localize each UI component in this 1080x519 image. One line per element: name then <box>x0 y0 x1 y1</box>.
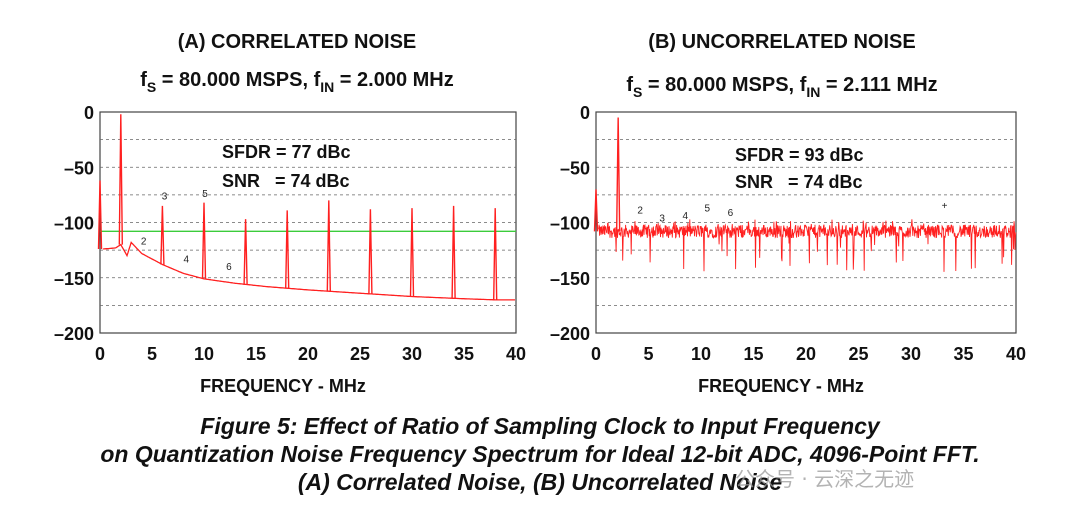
chart-panel-b: (B) UNCORRELATED NOISE fS = 80.000 MSPS, … <box>550 31 1026 396</box>
harmonic-label: + <box>942 201 948 212</box>
harmonic-label: 3 <box>162 191 168 202</box>
harmonic-spike <box>326 200 331 292</box>
y-tick-label: –150 <box>54 269 94 289</box>
y-tick-label: 0 <box>84 103 94 123</box>
harmonic-label: 3 <box>659 213 665 224</box>
x-tick-label: 25 <box>848 344 868 364</box>
caption-line-2: on Quantization Noise Frequency Spectrum… <box>100 441 980 467</box>
harmonic-spike <box>201 202 207 279</box>
x-axis-label: FREQUENCY - MHz <box>698 376 864 396</box>
y-tick-label: 0 <box>580 103 590 123</box>
harmonic-label: 2 <box>141 237 147 248</box>
x-tick-label: 5 <box>147 344 157 364</box>
y-tick-label: –100 <box>54 214 94 234</box>
x-tick-label: 40 <box>1006 344 1026 364</box>
harmonic-spike <box>368 209 373 294</box>
harmonic-label: 6 <box>728 208 734 219</box>
chart-title: (B) UNCORRELATED NOISE <box>648 31 915 53</box>
sfdr-annotation: SFDR = 77 dBc <box>222 142 351 162</box>
x-tick-label: 0 <box>95 344 105 364</box>
dc-spike <box>593 189 599 232</box>
fundamental-spike <box>118 114 123 245</box>
x-tick-label: 20 <box>796 344 816 364</box>
y-tick-label: –200 <box>550 324 590 344</box>
harmonic-spike <box>409 208 415 297</box>
harmonic-label: 4 <box>682 211 688 222</box>
y-tick-label: –50 <box>64 158 94 178</box>
harmonic-spike <box>160 205 165 265</box>
caption-line-3: (A) Correlated Noise, (B) Uncorrelated N… <box>297 469 783 495</box>
harmonic-label: 6 <box>226 262 232 273</box>
y-tick-label: –50 <box>560 158 590 178</box>
chart-title: (A) CORRELATED NOISE <box>178 31 417 53</box>
y-tick-label: –100 <box>550 214 590 234</box>
x-tick-label: 35 <box>953 344 973 364</box>
chart-panel-a: (A) CORRELATED NOISE fS = 80.000 MSPS, fI… <box>54 31 526 396</box>
harmonic-spike <box>285 210 290 289</box>
chart-subtitle: fS = 80.000 MSPS, fIN = 2.000 MHz <box>140 69 454 95</box>
harmonic-label: 2 <box>637 206 643 217</box>
watermark: 公众号 · 云深之无迹 <box>735 467 915 491</box>
x-tick-label: 30 <box>901 344 921 364</box>
snr-annotation: SNR = 74 dBc <box>735 172 863 192</box>
plot-area <box>99 111 517 334</box>
x-tick-label: 40 <box>506 344 526 364</box>
x-tick-label: 15 <box>743 344 763 364</box>
harmonic-label: 4 <box>184 254 190 265</box>
figure-canvas: (A) CORRELATED NOISE fS = 80.000 MSPS, fI… <box>54 31 1026 396</box>
x-axis-label: FREQUENCY - MHz <box>200 376 366 396</box>
noise-trace <box>598 219 1017 272</box>
harmonic-label: 5 <box>202 189 208 200</box>
harmonic-spike <box>451 205 456 299</box>
x-tick-label: 5 <box>643 344 653 364</box>
chart-subtitle: fS = 80.000 MSPS, fIN = 2.111 MHz <box>626 74 937 100</box>
x-tick-label: 15 <box>246 344 266 364</box>
harmonic-spike <box>97 180 103 250</box>
y-tick-label: –150 <box>550 269 590 289</box>
fundamental-spike <box>615 117 621 232</box>
x-tick-label: 30 <box>402 344 422 364</box>
x-tick-label: 10 <box>194 344 214 364</box>
x-tick-label: 35 <box>454 344 474 364</box>
sfdr-annotation: SFDR = 93 dBc <box>735 145 864 165</box>
snr-annotation: SNR = 74 dBc <box>222 171 350 191</box>
harmonic-spike <box>243 219 248 285</box>
caption-line-1: Figure 5: Effect of Ratio of Sampling Cl… <box>200 413 880 439</box>
x-tick-label: 25 <box>350 344 370 364</box>
harmonic-spike <box>493 208 498 300</box>
harmonic-label: 5 <box>705 203 711 214</box>
x-tick-label: 0 <box>591 344 601 364</box>
x-tick-label: 20 <box>298 344 318 364</box>
x-tick-label: 10 <box>691 344 711 364</box>
y-tick-label: –200 <box>54 324 94 344</box>
noise-floor-trace <box>103 241 515 301</box>
